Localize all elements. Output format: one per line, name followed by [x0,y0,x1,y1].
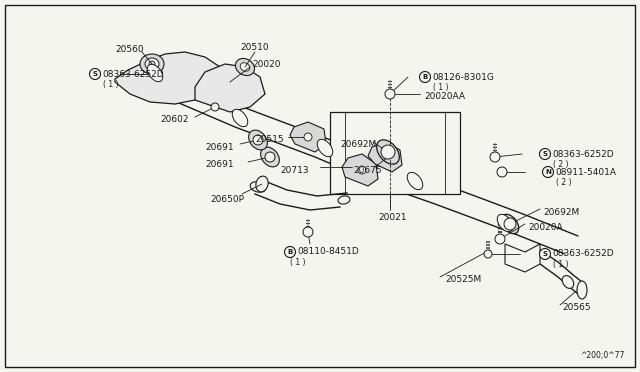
Ellipse shape [577,281,587,299]
Ellipse shape [232,109,248,127]
Circle shape [211,103,219,111]
Text: 20020: 20020 [252,60,280,68]
Polygon shape [368,142,402,172]
Text: 20692M: 20692M [340,140,376,148]
Ellipse shape [149,61,155,67]
Text: 08363-6252D: 08363-6252D [552,250,614,259]
Ellipse shape [256,176,268,192]
Ellipse shape [249,130,268,150]
Text: 20691: 20691 [205,160,234,169]
Ellipse shape [377,140,399,164]
Text: 20020AA: 20020AA [424,92,465,100]
Text: 20515: 20515 [255,135,284,144]
Polygon shape [342,154,378,186]
Text: 20525M: 20525M [445,275,481,283]
Text: 08363-6252D: 08363-6252D [552,150,614,158]
Text: 20675: 20675 [353,166,381,174]
Circle shape [90,68,100,80]
Circle shape [490,152,500,162]
Text: 20021: 20021 [378,212,406,221]
Text: 20713: 20713 [280,166,308,174]
Text: ( 1 ): ( 1 ) [103,80,118,89]
Polygon shape [115,52,225,104]
Text: ( 1 ): ( 1 ) [433,83,449,92]
Text: S: S [93,71,97,77]
Circle shape [253,135,263,145]
Ellipse shape [240,63,250,71]
Text: N: N [545,169,551,175]
Circle shape [303,227,313,237]
Circle shape [540,248,550,260]
Text: S: S [543,251,547,257]
Ellipse shape [260,147,279,167]
Text: 20510: 20510 [240,42,269,51]
Text: 20691: 20691 [205,142,234,151]
Ellipse shape [338,196,350,204]
Polygon shape [330,112,460,194]
Ellipse shape [497,214,513,232]
Text: B: B [422,74,428,80]
Text: 20560: 20560 [115,45,143,54]
Polygon shape [505,244,540,272]
Circle shape [358,166,366,174]
Ellipse shape [501,214,519,234]
Text: ( 2 ): ( 2 ) [556,177,572,186]
Text: 08363-6252D: 08363-6252D [102,70,164,78]
Text: 20692M: 20692M [543,208,579,217]
Ellipse shape [147,64,163,82]
Text: 08126-8301G: 08126-8301G [433,73,494,81]
Circle shape [484,250,492,258]
Ellipse shape [407,172,423,190]
Circle shape [543,167,554,177]
Ellipse shape [140,54,164,74]
Circle shape [285,247,296,257]
Circle shape [419,71,431,83]
Text: 20565: 20565 [562,302,591,311]
Text: 20650P: 20650P [210,195,244,203]
Text: 20020A: 20020A [528,222,563,231]
Circle shape [540,148,550,160]
Circle shape [385,89,395,99]
Ellipse shape [145,58,159,70]
Text: ^200;0^77: ^200;0^77 [580,351,625,360]
Circle shape [504,218,516,230]
Text: 20602: 20602 [160,115,189,124]
Circle shape [497,167,507,177]
Circle shape [381,145,395,159]
Circle shape [495,234,505,244]
Ellipse shape [236,58,255,76]
Ellipse shape [317,139,333,157]
Circle shape [265,152,275,162]
Text: S: S [543,151,547,157]
Text: ( 1 ): ( 1 ) [290,257,305,266]
Polygon shape [195,64,265,112]
Circle shape [304,133,312,141]
Text: B: B [287,249,292,255]
Text: 08911-5401A: 08911-5401A [556,167,616,176]
Polygon shape [290,122,326,152]
Text: ( 2 ): ( 2 ) [553,160,568,169]
Text: ( 1 ): ( 1 ) [553,260,568,269]
Ellipse shape [250,182,266,192]
Text: 08110-8451D: 08110-8451D [298,247,359,257]
Ellipse shape [563,276,573,288]
